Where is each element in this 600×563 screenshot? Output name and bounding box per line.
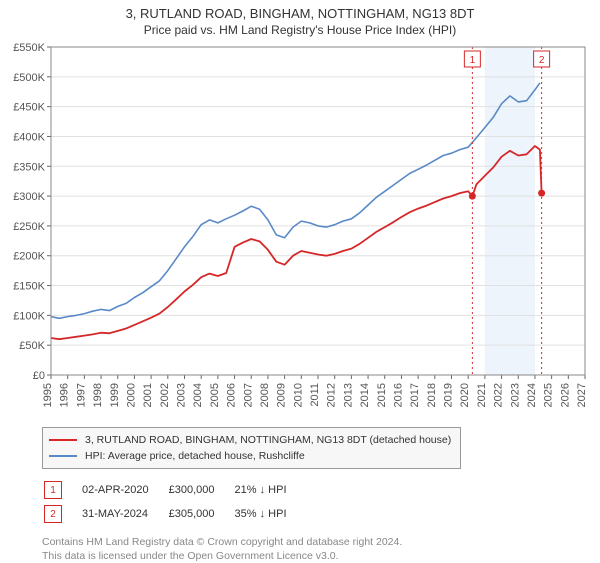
table-row: 2 31-MAY-2024 £305,000 35% ↓ HPI <box>44 503 305 525</box>
legend-row-1: 3, RUTLAND ROAD, BINGHAM, NOTTINGHAM, NG… <box>49 432 454 448</box>
marker-num: 1 <box>50 485 56 496</box>
svg-text:2003: 2003 <box>176 383 188 407</box>
svg-text:£450K: £450K <box>13 102 45 114</box>
svg-text:2021: 2021 <box>476 383 488 407</box>
sale-price: £300,000 <box>169 479 233 501</box>
sales-table: 1 02-APR-2020 £300,000 21% ↓ HPI 2 31-MA… <box>42 477 307 527</box>
svg-text:2022: 2022 <box>493 383 505 407</box>
sale-date: 31-MAY-2024 <box>82 503 167 525</box>
svg-text:2005: 2005 <box>209 383 221 407</box>
svg-text:£200K: £200K <box>13 251 45 263</box>
svg-text:2002: 2002 <box>159 383 171 407</box>
svg-text:1998: 1998 <box>92 383 104 407</box>
svg-text:£250K: £250K <box>13 221 45 233</box>
svg-text:2009: 2009 <box>276 383 288 407</box>
svg-text:1995: 1995 <box>42 383 54 407</box>
svg-text:2013: 2013 <box>342 383 354 407</box>
sale-delta: 21% ↓ HPI <box>235 479 305 501</box>
svg-text:£0: £0 <box>33 370 45 382</box>
legend-swatch-2 <box>49 455 77 457</box>
svg-text:1: 1 <box>470 55 476 66</box>
footer-line-1: Contains HM Land Registry data © Crown c… <box>42 535 600 549</box>
svg-text:2012: 2012 <box>326 383 338 407</box>
footer-line-2: This data is licensed under the Open Gov… <box>42 549 600 563</box>
legend-swatch-1 <box>49 439 77 441</box>
svg-text:£400K: £400K <box>13 131 45 143</box>
svg-text:2007: 2007 <box>242 383 254 407</box>
svg-text:2000: 2000 <box>125 383 137 407</box>
svg-text:£300K: £300K <box>13 191 45 203</box>
svg-text:2004: 2004 <box>192 383 204 407</box>
svg-text:£350K: £350K <box>13 161 45 173</box>
legend-label-2: HPI: Average price, detached house, Rush… <box>85 450 305 462</box>
svg-text:£50K: £50K <box>19 340 45 352</box>
svg-text:2023: 2023 <box>509 383 521 407</box>
svg-text:2020: 2020 <box>459 383 471 407</box>
svg-text:2: 2 <box>539 55 545 66</box>
svg-text:2008: 2008 <box>259 383 271 407</box>
title-main: 3, RUTLAND ROAD, BINGHAM, NOTTINGHAM, NG… <box>0 6 600 21</box>
chart-container: 3, RUTLAND ROAD, BINGHAM, NOTTINGHAM, NG… <box>0 0 600 563</box>
marker-box-2: 2 <box>44 505 62 523</box>
table-row: 1 02-APR-2020 £300,000 21% ↓ HPI <box>44 479 305 501</box>
sale-date: 02-APR-2020 <box>82 479 167 501</box>
svg-text:1997: 1997 <box>75 383 87 407</box>
sale-price: £305,000 <box>169 503 233 525</box>
chart-svg: £0 £50K £100K £150K £200K £250K £300K £350K £400… <box>5 41 595 421</box>
svg-text:2001: 2001 <box>142 383 154 407</box>
svg-text:1996: 1996 <box>59 383 71 407</box>
legend-label-1: 3, RUTLAND ROAD, BINGHAM, NOTTINGHAM, NG… <box>85 434 451 446</box>
svg-text:1999: 1999 <box>109 383 121 407</box>
svg-text:2006: 2006 <box>226 383 238 407</box>
legend-row-2: HPI: Average price, detached house, Rush… <box>49 448 454 464</box>
titles: 3, RUTLAND ROAD, BINGHAM, NOTTINGHAM, NG… <box>0 0 600 37</box>
svg-text:£550K: £550K <box>13 42 45 54</box>
svg-text:£150K: £150K <box>13 281 45 293</box>
title-sub: Price paid vs. HM Land Registry's House … <box>0 23 600 37</box>
svg-text:2018: 2018 <box>426 383 438 407</box>
chart: £0 £50K £100K £150K £200K £250K £300K £350K £400… <box>5 41 595 421</box>
svg-text:2019: 2019 <box>443 383 455 407</box>
svg-text:2027: 2027 <box>576 383 588 407</box>
svg-text:2016: 2016 <box>392 383 404 407</box>
marker-box-1: 1 <box>44 481 62 499</box>
footer: Contains HM Land Registry data © Crown c… <box>42 535 600 563</box>
svg-text:2017: 2017 <box>409 383 421 407</box>
svg-text:2025: 2025 <box>543 383 555 407</box>
svg-text:2024: 2024 <box>526 383 538 407</box>
svg-text:2010: 2010 <box>292 383 304 407</box>
svg-text:2015: 2015 <box>376 383 388 407</box>
svg-text:£500K: £500K <box>13 72 45 84</box>
svg-text:£100K: £100K <box>13 310 45 322</box>
svg-text:2026: 2026 <box>559 383 571 407</box>
svg-text:2014: 2014 <box>359 383 371 407</box>
sale-delta: 35% ↓ HPI <box>235 503 305 525</box>
svg-text:2011: 2011 <box>309 383 321 407</box>
marker-num: 2 <box>50 509 56 520</box>
legend: 3, RUTLAND ROAD, BINGHAM, NOTTINGHAM, NG… <box>42 427 461 469</box>
